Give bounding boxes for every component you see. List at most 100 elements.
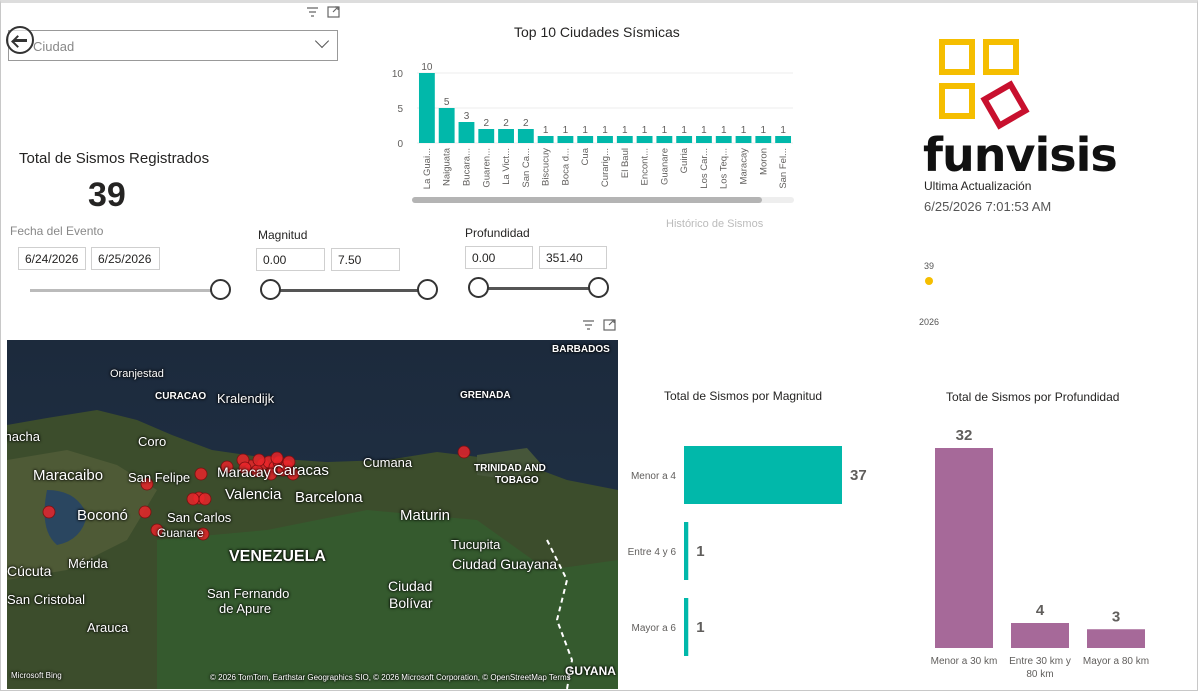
- bar[interactable]: [537, 136, 554, 143]
- magnitude-slider-track: [270, 289, 428, 292]
- bar[interactable]: [458, 122, 475, 143]
- category-label: Menor a 30 km: [931, 656, 998, 667]
- history-point[interactable]: [925, 277, 933, 285]
- magnitude-slider-min-handle[interactable]: [260, 279, 281, 300]
- category-label: Los Teq...: [719, 148, 730, 189]
- quake-marker[interactable]: [150, 523, 164, 537]
- bar[interactable]: [418, 73, 435, 143]
- data-label: 1: [563, 125, 569, 136]
- quake-marker[interactable]: [238, 461, 252, 475]
- map-terrain: [7, 340, 618, 689]
- top-cities-chart: 0 5 10 10 La Guai... 5 Naiguata 3 Bucara... 2 Gua…: [392, 62, 794, 203]
- update-value: 6/25/2026 7:01:53 AM: [924, 199, 1052, 214]
- focus-mode-icon[interactable]: [603, 319, 616, 334]
- bar[interactable]: [616, 136, 633, 143]
- kpi-label: Total de Sismos Registrados: [19, 150, 210, 167]
- kpi-value: 39: [88, 176, 126, 214]
- quake-marker[interactable]: [198, 492, 212, 506]
- data-label: 1: [701, 125, 707, 136]
- date-to-input[interactable]: 6/25/2026: [91, 247, 160, 270]
- magnitude-to-input[interactable]: 7.50: [331, 248, 400, 271]
- bar[interactable]: [676, 136, 693, 143]
- y-tick-label: 0: [397, 139, 403, 150]
- bar[interactable]: [775, 136, 792, 143]
- map-label: Ciudad Guayana: [452, 556, 558, 572]
- map-label: Valencia: [225, 486, 282, 503]
- update-label: Ultima Actualización: [924, 179, 1032, 193]
- map-label: Barcelona: [295, 489, 363, 506]
- focus-mode-icon[interactable]: [327, 6, 340, 21]
- bar[interactable]: [1087, 629, 1145, 648]
- depth-slider-min-handle[interactable]: [468, 277, 489, 298]
- quake-marker[interactable]: [194, 467, 208, 481]
- funvisis-logo-text: funvisis: [923, 128, 1118, 182]
- map-label: TOBAGO: [495, 475, 539, 486]
- depth-slider-max-handle[interactable]: [588, 277, 609, 298]
- quake-marker[interactable]: [186, 492, 200, 506]
- depth-chart: 32 Menor a 30 km 4 Entre 30 km y 80 km 3 Mayor…: [931, 427, 1149, 680]
- magnitude-slider-max-handle[interactable]: [417, 279, 438, 300]
- quake-marker[interactable]: [196, 527, 210, 541]
- quake-marker[interactable]: [270, 451, 284, 465]
- bar[interactable]: [577, 136, 594, 143]
- depth-chart-title: Total de Sismos por Profundidad: [946, 390, 1120, 404]
- map-attribution[interactable]: © 2026 TomTom, Earthstar Geographics SIO…: [210, 673, 571, 682]
- map-label: Boconó: [77, 507, 128, 524]
- bar[interactable]: [684, 598, 689, 656]
- bar[interactable]: [557, 136, 574, 143]
- bar[interactable]: [735, 136, 752, 143]
- category-label: 80 km: [1026, 669, 1053, 680]
- bar[interactable]: [684, 522, 689, 580]
- bar[interactable]: [498, 129, 514, 143]
- depth-to-input[interactable]: 351.40: [539, 246, 607, 269]
- filter-icon[interactable]: [582, 319, 595, 334]
- quake-marker[interactable]: [286, 467, 300, 481]
- data-label: 1: [761, 125, 767, 136]
- bar[interactable]: [656, 136, 673, 143]
- quake-marker[interactable]: [42, 505, 56, 519]
- quake-marker[interactable]: [282, 455, 296, 469]
- map-label: San Carlos: [167, 510, 232, 525]
- category-label: San Ca...: [521, 148, 532, 188]
- data-label: 1: [721, 125, 727, 136]
- magnitude-from-input[interactable]: 0.00: [256, 248, 325, 271]
- map-label: Cumana: [363, 455, 413, 470]
- map-label: San Felipe: [128, 470, 191, 485]
- bar[interactable]: [517, 129, 534, 143]
- city-dropdown[interactable]: Ciudad: [8, 30, 338, 61]
- magnitude-slicer-title: Magnitud: [258, 228, 308, 242]
- category-label: La Guai...: [422, 148, 433, 189]
- data-label: 32: [956, 427, 973, 444]
- bar[interactable]: [696, 136, 712, 143]
- quake-marker[interactable]: [140, 477, 154, 491]
- map-label: CURACAO: [155, 391, 207, 402]
- back-arrow-icon[interactable]: [6, 26, 34, 54]
- depth-from-input[interactable]: 0.00: [465, 246, 533, 269]
- quake-marker[interactable]: [264, 467, 278, 481]
- bar[interactable]: [438, 108, 455, 143]
- date-from-input[interactable]: 6/24/2026: [18, 247, 86, 270]
- map-label: San Fernando: [207, 586, 290, 601]
- bar[interactable]: [755, 136, 772, 143]
- bar[interactable]: [935, 448, 993, 648]
- bar[interactable]: [1011, 623, 1069, 648]
- bar[interactable]: [715, 136, 732, 143]
- map-label: TRINIDAD AND: [474, 463, 546, 474]
- quake-marker[interactable]: [220, 460, 234, 474]
- quake-marker[interactable]: [457, 445, 471, 459]
- chart-scrollbar-thumb[interactable]: [412, 197, 762, 203]
- category-label: La Vict...: [501, 148, 512, 185]
- bar[interactable]: [636, 136, 653, 143]
- date-slider-handle[interactable]: [210, 279, 231, 300]
- quake-marker[interactable]: [138, 505, 152, 519]
- quake-marker[interactable]: [252, 453, 266, 467]
- y-tick-label: 5: [397, 104, 403, 115]
- filter-icon[interactable]: [306, 6, 319, 21]
- bar[interactable]: [597, 136, 613, 143]
- map-label: BARBADOS: [552, 344, 610, 355]
- bar[interactable]: [478, 129, 495, 143]
- bar[interactable]: [684, 446, 842, 504]
- data-label: 5: [444, 97, 450, 108]
- category-label: Bucara...: [461, 148, 472, 186]
- earthquake-map[interactable]: BARBADOS Oranjestad CURACAO Kralendijk G…: [7, 340, 618, 689]
